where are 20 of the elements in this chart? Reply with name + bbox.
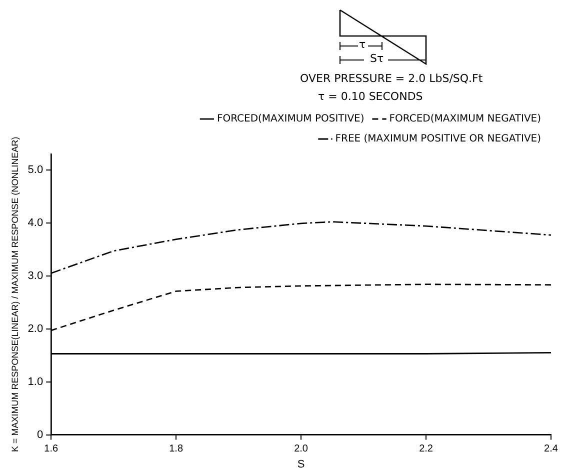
legend-label: FORCED(MAXIMUM NEGATIVE): [389, 114, 542, 125]
text: τ: [359, 38, 366, 51]
y-tick-label: 1.0: [28, 376, 44, 388]
y-tick-label: 4.0: [28, 216, 44, 229]
x-tick-label: 1.8: [169, 444, 184, 455]
legend-label: FREE (MAXIMUM POSITIVE OR NEGATIVE): [335, 134, 542, 145]
x-axis-title: S: [297, 458, 305, 470]
x-tick-label: 1.6: [44, 444, 58, 455]
y-tick-label: 5.0: [28, 164, 44, 176]
x-tick-label: 2.0: [294, 444, 308, 455]
x-tick-label: 2.2: [419, 444, 434, 455]
text: τ = 0.10 SECONDS: [318, 90, 423, 103]
y-tick-label: 0: [36, 428, 44, 441]
y-tick-label: 2.0: [28, 322, 44, 335]
text: Sτ: [370, 52, 384, 65]
y-axis-title: K = MAXIMUM RESPONSE(LINEAR) / MAXIMUM RESPONSE (NONLINEAR): [10, 136, 20, 452]
x-tick-label: 2.4: [544, 444, 558, 455]
legend-label: FORCED(MAXIMUM POSITIVE): [216, 114, 364, 125]
y-tick-label: 3.0: [28, 270, 44, 282]
text: OVER PRESSURE = 2.0 LbS/SQ.Ft: [300, 72, 483, 85]
